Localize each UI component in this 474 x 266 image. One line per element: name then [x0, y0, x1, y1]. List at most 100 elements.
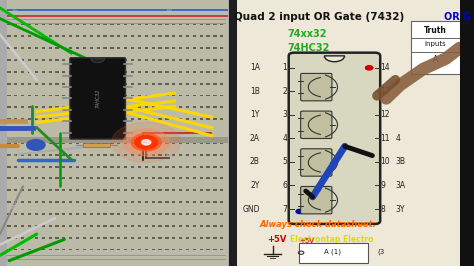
Bar: [207, 106, 210, 108]
Bar: [69, 95, 73, 97]
Bar: [193, 83, 196, 85]
Bar: [110, 118, 114, 120]
Bar: [117, 71, 120, 73]
Bar: [35, 95, 38, 97]
Bar: [103, 83, 107, 85]
Bar: [14, 47, 18, 49]
Bar: [110, 177, 114, 179]
Text: 1A: 1A: [250, 63, 260, 72]
Bar: [152, 35, 155, 37]
Text: 2: 2: [283, 87, 287, 96]
Bar: [138, 154, 141, 156]
Bar: [186, 177, 189, 179]
Bar: [193, 248, 196, 250]
Bar: [131, 95, 134, 97]
Bar: [131, 83, 134, 85]
Bar: [172, 237, 175, 239]
Bar: [7, 248, 10, 250]
Bar: [35, 106, 38, 108]
Bar: [158, 142, 162, 144]
Bar: [213, 237, 217, 239]
Bar: [145, 213, 148, 215]
Bar: [62, 71, 65, 73]
Bar: [97, 71, 100, 73]
Bar: [193, 24, 196, 26]
Bar: [165, 24, 168, 26]
Bar: [220, 118, 223, 120]
Bar: [117, 248, 120, 250]
Bar: [69, 47, 73, 49]
Text: 2Y: 2Y: [250, 181, 260, 190]
Bar: [193, 189, 196, 191]
Bar: [83, 95, 86, 97]
Text: 2A: 2A: [250, 134, 260, 143]
Text: 20: 20: [165, 109, 173, 114]
Bar: [200, 47, 203, 49]
Bar: [131, 47, 134, 49]
Bar: [131, 189, 134, 191]
Bar: [152, 166, 155, 168]
Bar: [48, 118, 52, 120]
Bar: [28, 225, 31, 227]
Bar: [28, 35, 31, 37]
Bar: [145, 47, 148, 49]
Bar: [172, 95, 175, 97]
Bar: [97, 177, 100, 179]
Bar: [207, 35, 210, 37]
Bar: [21, 201, 24, 203]
Bar: [131, 213, 134, 215]
Bar: [62, 237, 65, 239]
Bar: [172, 189, 175, 191]
Bar: [207, 83, 210, 85]
Bar: [35, 118, 38, 120]
Bar: [55, 166, 59, 168]
Bar: [69, 166, 73, 168]
Bar: [131, 177, 134, 179]
Bar: [48, 71, 52, 73]
Bar: [42, 47, 45, 49]
Bar: [7, 118, 10, 120]
Bar: [62, 142, 65, 144]
Bar: [131, 248, 134, 250]
Bar: [220, 35, 223, 37]
Bar: [14, 177, 18, 179]
Bar: [48, 189, 52, 191]
FancyBboxPatch shape: [301, 149, 332, 176]
Bar: [200, 225, 203, 227]
Bar: [62, 189, 65, 191]
Bar: [138, 177, 141, 179]
Bar: [103, 95, 107, 97]
Bar: [131, 118, 134, 120]
Bar: [200, 71, 203, 73]
Bar: [90, 237, 93, 239]
Bar: [35, 47, 38, 49]
Bar: [83, 189, 86, 191]
Bar: [200, 95, 203, 97]
Bar: [21, 189, 24, 191]
Text: Electrontap Electro: Electrontap Electro: [290, 235, 373, 244]
Bar: [97, 225, 100, 227]
Bar: [124, 83, 128, 85]
Bar: [138, 213, 141, 215]
Bar: [69, 106, 73, 108]
Bar: [110, 248, 114, 250]
Text: OR G: OR G: [444, 12, 471, 22]
Bar: [62, 118, 65, 120]
Bar: [103, 248, 107, 250]
Bar: [186, 106, 189, 108]
Bar: [42, 201, 45, 203]
Bar: [179, 248, 182, 250]
Bar: [152, 118, 155, 120]
Bar: [124, 59, 128, 61]
Text: 12: 12: [381, 110, 390, 119]
Bar: [14, 106, 18, 108]
Bar: [97, 213, 100, 215]
Bar: [110, 24, 114, 26]
Bar: [186, 142, 189, 144]
Bar: [186, 35, 189, 37]
Text: 7: 7: [283, 205, 287, 214]
Text: 2B: 2B: [250, 157, 260, 166]
Bar: [138, 47, 141, 49]
Bar: [14, 248, 18, 250]
Bar: [110, 237, 114, 239]
